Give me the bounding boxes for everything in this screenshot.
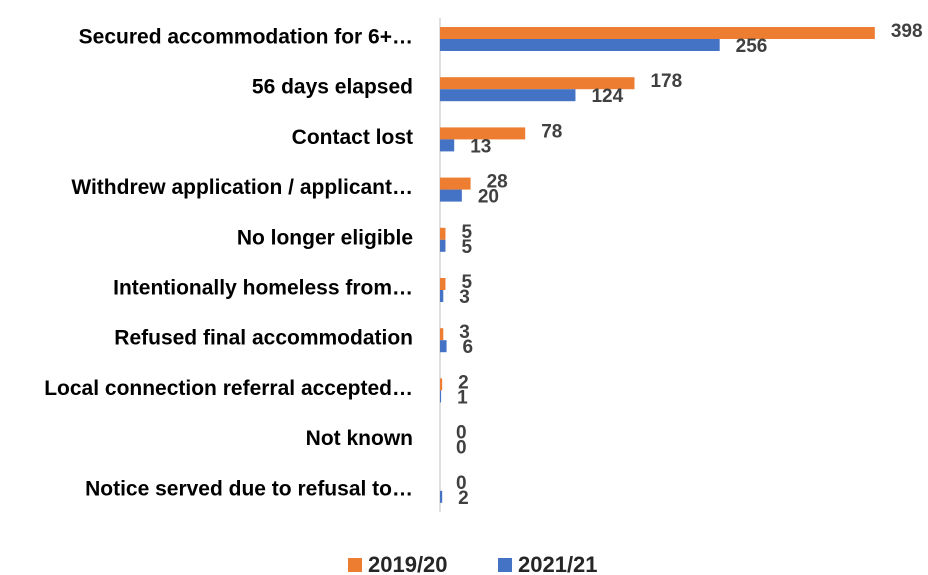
bar bbox=[440, 177, 471, 190]
data-label: 2 bbox=[458, 488, 469, 509]
data-label: 0 bbox=[456, 423, 467, 444]
data-label: 78 bbox=[541, 121, 562, 142]
bar bbox=[440, 39, 720, 51]
data-label: 124 bbox=[591, 86, 623, 107]
category-label: Not known bbox=[306, 427, 413, 450]
category-label: Notice served due to refusal to… bbox=[85, 477, 413, 500]
data-label: 0 bbox=[456, 473, 467, 494]
category-label: Refused final accommodation bbox=[114, 327, 413, 350]
category-label: Contact lost bbox=[292, 126, 413, 149]
data-label: 178 bbox=[650, 71, 682, 92]
data-label: 6 bbox=[463, 337, 474, 358]
data-label: 5 bbox=[461, 237, 472, 258]
legend-swatch bbox=[498, 558, 512, 572]
bar bbox=[440, 189, 462, 202]
bar bbox=[440, 227, 446, 240]
data-label: 20 bbox=[478, 187, 499, 208]
category-label: No longer eligible bbox=[237, 226, 413, 249]
data-label: 2 bbox=[458, 372, 469, 393]
data-label: 0 bbox=[456, 438, 467, 459]
data-label: 3 bbox=[459, 287, 470, 308]
bar bbox=[440, 340, 447, 353]
category-label: Local connection referral accepted… bbox=[44, 377, 413, 400]
data-label: 5 bbox=[461, 222, 472, 243]
category-label: Secured accommodation for 6+… bbox=[79, 26, 413, 49]
data-label: 5 bbox=[461, 272, 472, 293]
bar bbox=[440, 278, 446, 290]
bar bbox=[440, 77, 635, 90]
category-label: 56 days elapsed bbox=[252, 76, 413, 99]
data-label: 398 bbox=[891, 21, 923, 42]
bar bbox=[440, 390, 442, 403]
data-label: 256 bbox=[736, 36, 768, 57]
bar bbox=[440, 328, 444, 341]
data-label: 28 bbox=[487, 172, 508, 193]
bar bbox=[440, 490, 443, 503]
bar bbox=[440, 127, 526, 140]
bar bbox=[440, 89, 576, 102]
bar bbox=[440, 139, 455, 152]
legend-label: 2021/21 bbox=[518, 552, 598, 575]
legend-label: 2019/20 bbox=[368, 552, 448, 575]
bar bbox=[440, 27, 875, 39]
data-label: 3 bbox=[459, 322, 470, 343]
bar bbox=[440, 239, 446, 252]
data-label: 13 bbox=[470, 136, 491, 157]
bar bbox=[440, 290, 444, 302]
legend-swatch bbox=[348, 558, 362, 572]
bar bbox=[440, 378, 443, 391]
category-label: Withdrew application / applicant… bbox=[71, 176, 413, 199]
data-label: 1 bbox=[457, 387, 468, 408]
category-label: Intentionally homeless from… bbox=[113, 277, 413, 300]
